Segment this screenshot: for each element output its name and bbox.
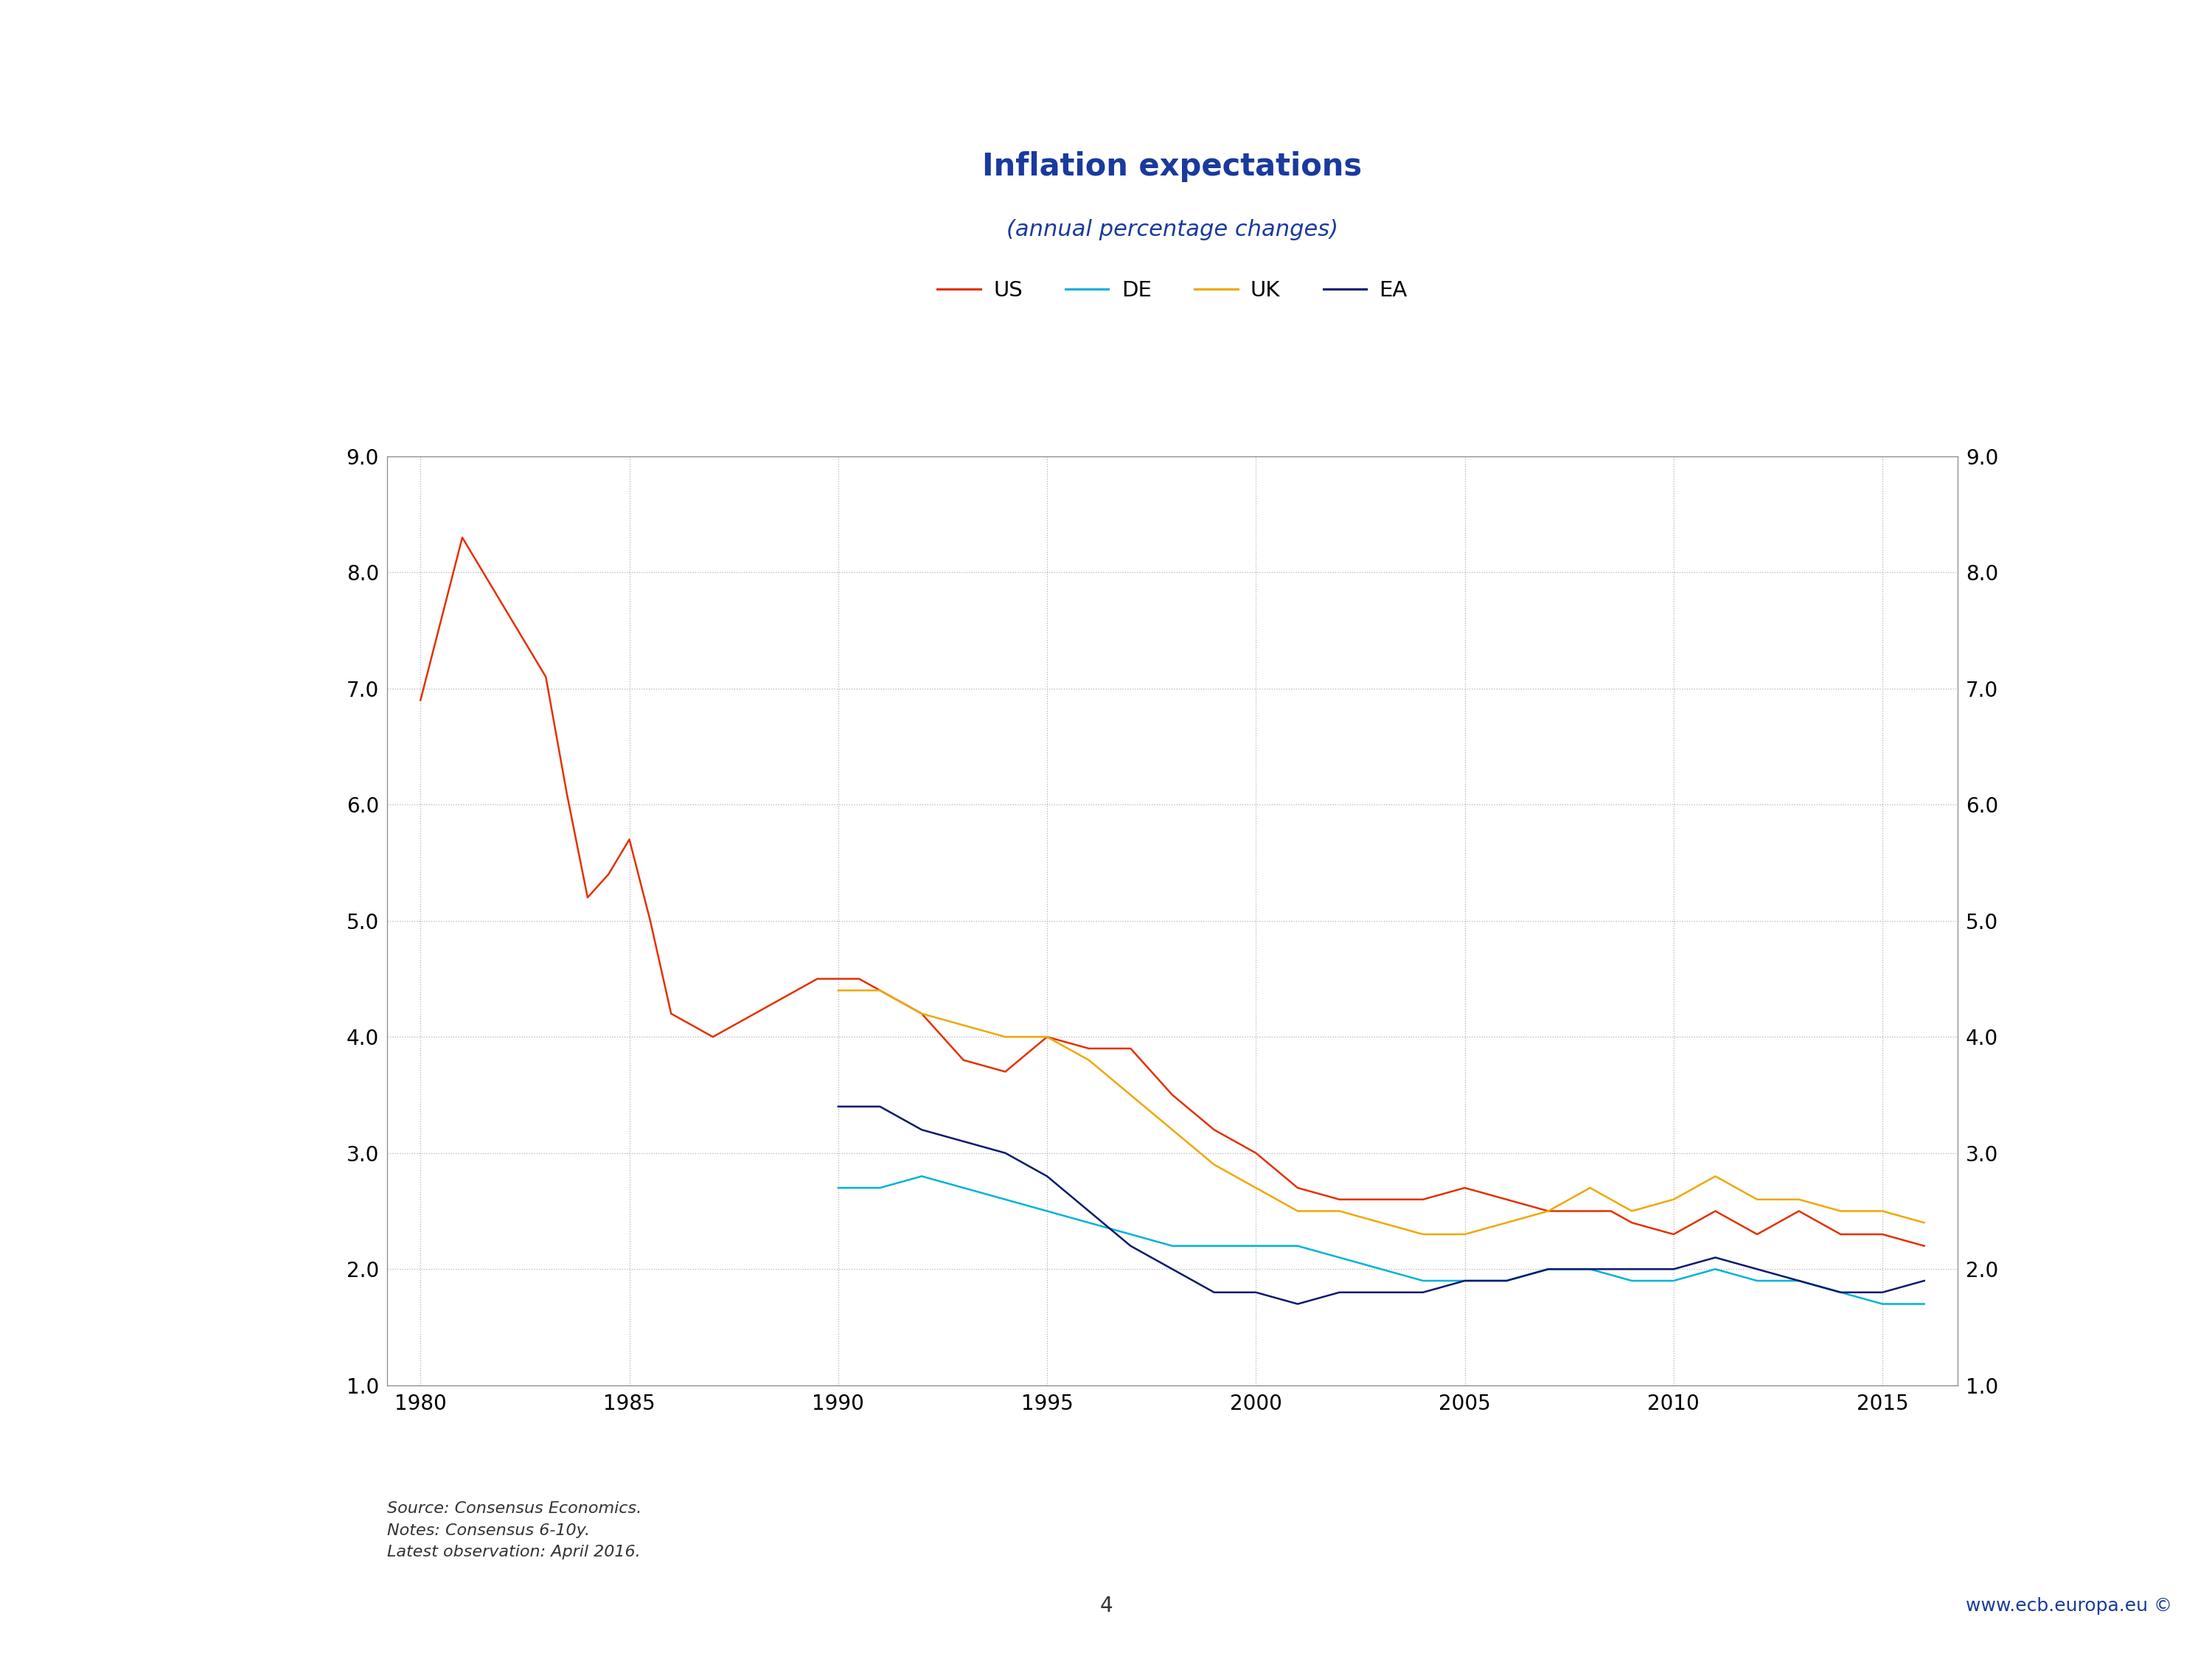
UK — [1681, 1178, 1708, 1198]
EA — [1285, 1294, 1312, 1314]
UK — [1409, 1224, 1436, 1244]
US — [449, 528, 476, 547]
EA — [1117, 1236, 1144, 1256]
US — [1681, 1213, 1708, 1233]
UK — [1911, 1213, 1938, 1233]
EA — [825, 1097, 852, 1117]
EA — [1681, 1254, 1708, 1274]
US — [763, 992, 790, 1012]
EA — [1473, 1271, 1500, 1291]
DE — [909, 1166, 936, 1186]
Text: 4: 4 — [1099, 1596, 1113, 1616]
Text: Long-term inflation expectations: Long-term inflation expectations — [40, 40, 688, 73]
US — [929, 1027, 956, 1047]
US — [1911, 1236, 1938, 1256]
DE — [1681, 1264, 1708, 1284]
UK — [1807, 1194, 1834, 1214]
UK — [1535, 1201, 1562, 1221]
Legend: US, DE, UK, EA: US, DE, UK, EA — [929, 272, 1416, 310]
Text: (annual percentage changes): (annual percentage changes) — [1006, 219, 1338, 241]
US — [1179, 1102, 1206, 1121]
EA — [1493, 1271, 1520, 1291]
EA — [1535, 1259, 1562, 1279]
DE — [1473, 1271, 1500, 1291]
UK — [1493, 1213, 1520, 1233]
DE — [1869, 1294, 1896, 1314]
US — [1785, 1201, 1812, 1221]
DE — [1911, 1294, 1938, 1314]
DE — [1535, 1259, 1562, 1279]
Line: EA: EA — [838, 1107, 1924, 1304]
UK — [1473, 1218, 1500, 1238]
DE — [1555, 1259, 1582, 1279]
US — [407, 690, 434, 710]
UK — [1117, 1085, 1144, 1105]
Line: US: US — [420, 538, 1924, 1246]
UK — [825, 980, 852, 1000]
Line: DE: DE — [838, 1176, 1924, 1304]
DE — [1139, 1231, 1166, 1251]
EA — [1807, 1277, 1834, 1297]
Line: UK: UK — [838, 990, 1924, 1234]
DE — [825, 1178, 852, 1198]
Text: www.ecb.europa.eu ©: www.ecb.europa.eu © — [1966, 1598, 2172, 1614]
EA — [1911, 1271, 1938, 1291]
US — [1723, 1213, 1750, 1233]
Text: Source: Consensus Economics.
Notes: Consensus 6-10y.
Latest observation: April 2: Source: Consensus Economics. Notes: Cons… — [387, 1501, 641, 1559]
DE — [1493, 1271, 1520, 1291]
Text: Inflation expectations: Inflation expectations — [982, 151, 1363, 182]
